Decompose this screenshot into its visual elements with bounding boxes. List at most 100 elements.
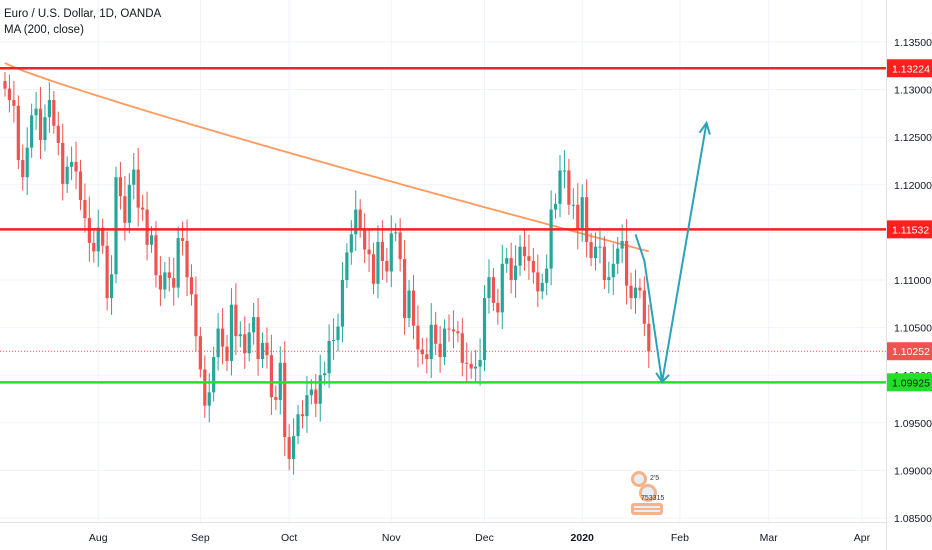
candle[interactable]: [576, 183, 580, 250]
indicator-title[interactable]: MA (200, close): [4, 24, 84, 36]
candle[interactable]: [420, 337, 424, 365]
candle-body[interactable]: [602, 246, 606, 280]
candle[interactable]: [327, 324, 331, 388]
candle-body[interactable]: [52, 100, 56, 126]
candle[interactable]: [367, 229, 371, 273]
candle-body[interactable]: [642, 290, 646, 324]
candle[interactable]: [629, 272, 633, 310]
candle-body[interactable]: [212, 357, 216, 393]
candle[interactable]: [61, 123, 65, 201]
candle[interactable]: [176, 226, 180, 298]
candle-body[interactable]: [265, 342, 269, 356]
candle-body[interactable]: [522, 246, 527, 257]
candle[interactable]: [278, 346, 282, 415]
candle-body[interactable]: [585, 197, 589, 242]
candle[interactable]: [56, 111, 60, 156]
candle-body[interactable]: [158, 275, 162, 290]
candle[interactable]: [296, 405, 300, 445]
candle[interactable]: [305, 376, 309, 433]
candle-body[interactable]: [593, 246, 598, 259]
candle[interactable]: [371, 242, 376, 294]
candle-body[interactable]: [47, 100, 51, 118]
candle-body[interactable]: [633, 287, 638, 299]
candle-body[interactable]: [167, 272, 171, 279]
candle-body[interactable]: [389, 233, 393, 272]
candle-body[interactable]: [380, 241, 384, 261]
candle-body[interactable]: [225, 346, 229, 361]
candle[interactable]: [274, 385, 278, 411]
candle[interactable]: [553, 193, 558, 219]
candle-body[interactable]: [181, 238, 185, 241]
candle-body[interactable]: [363, 228, 367, 250]
candle-body[interactable]: [123, 196, 127, 223]
candle-body[interactable]: [629, 285, 633, 299]
candle-body[interactable]: [12, 100, 16, 106]
candle[interactable]: [181, 221, 185, 256]
price-axis[interactable]: 1.135001.130001.125001.120001.115001.110…: [886, 0, 932, 550]
candle[interactable]: [460, 317, 464, 377]
candle[interactable]: [411, 275, 416, 340]
candle[interactable]: [642, 276, 646, 337]
candle-body[interactable]: [141, 207, 145, 210]
candle-body[interactable]: [518, 246, 522, 266]
candle-body[interactable]: [145, 209, 149, 245]
candle[interactable]: [105, 231, 109, 311]
candle-body[interactable]: [43, 117, 47, 141]
candle-body[interactable]: [553, 203, 558, 210]
candle[interactable]: [194, 276, 198, 352]
candle[interactable]: [580, 184, 584, 242]
candle-body[interactable]: [416, 325, 420, 350]
candle-body[interactable]: [300, 414, 305, 417]
candle[interactable]: [385, 248, 389, 283]
candle[interactable]: [620, 224, 624, 264]
horizontal-levels[interactable]: [0, 67, 886, 384]
candle-body[interactable]: [460, 333, 464, 363]
candle-body[interactable]: [176, 238, 180, 288]
candle[interactable]: [30, 103, 34, 158]
candle-body[interactable]: [545, 268, 549, 283]
candle[interactable]: [198, 327, 202, 378]
candle[interactable]: [185, 219, 189, 297]
candle[interactable]: [101, 218, 105, 254]
candle[interactable]: [96, 209, 100, 268]
candle-body[interactable]: [83, 200, 87, 219]
candle-body[interactable]: [296, 414, 300, 437]
candle-body[interactable]: [109, 274, 114, 299]
candle-body[interactable]: [101, 227, 105, 246]
candle-body[interactable]: [114, 177, 118, 275]
candle[interactable]: [407, 280, 411, 328]
candle[interactable]: [132, 152, 136, 200]
candle-body[interactable]: [189, 277, 194, 295]
candle-body[interactable]: [105, 245, 109, 299]
candle[interactable]: [127, 173, 131, 234]
candle-body[interactable]: [620, 240, 624, 249]
candle-body[interactable]: [558, 170, 562, 204]
candle-body[interactable]: [420, 349, 424, 355]
candle[interactable]: [647, 304, 651, 369]
candle[interactable]: [252, 303, 256, 345]
candle[interactable]: [638, 278, 642, 299]
candle-body[interactable]: [70, 161, 74, 167]
candle-body[interactable]: [549, 209, 553, 269]
candle-body[interactable]: [172, 278, 176, 288]
candle-body[interactable]: [234, 304, 238, 337]
candle[interactable]: [74, 141, 78, 190]
candle[interactable]: [52, 90, 56, 134]
candle-body[interactable]: [247, 332, 251, 354]
candle[interactable]: [287, 424, 291, 471]
candle[interactable]: [394, 223, 398, 242]
candle-body[interactable]: [314, 389, 318, 404]
candle[interactable]: [65, 156, 69, 193]
candle-body[interactable]: [531, 260, 535, 273]
candle-body[interactable]: [305, 395, 309, 417]
candle[interactable]: [340, 262, 345, 343]
candle-body[interactable]: [496, 302, 500, 313]
candle-body[interactable]: [625, 240, 629, 286]
candle-body[interactable]: [478, 359, 482, 367]
candle[interactable]: [545, 254, 549, 296]
candle-body[interactable]: [163, 272, 167, 290]
candle-body[interactable]: [536, 272, 540, 292]
candle[interactable]: [349, 220, 353, 265]
candle-body[interactable]: [92, 242, 96, 252]
candle[interactable]: [260, 332, 265, 369]
